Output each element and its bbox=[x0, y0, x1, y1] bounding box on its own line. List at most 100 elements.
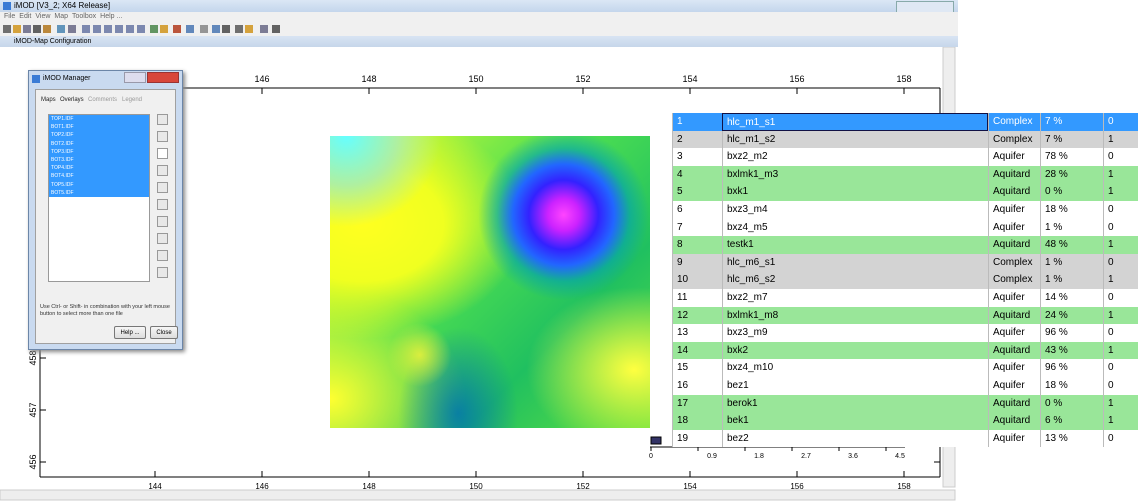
toolbar-button[interactable] bbox=[93, 25, 101, 33]
table-row[interactable]: 18 bek1 Aquitard 6 % 1 bbox=[672, 412, 1138, 430]
icon-button[interactable] bbox=[157, 182, 168, 193]
dialog-body: TOP1.IDF BOT1.IDF TOP2.IDF BOT2.IDF TOP3.IDF… bbox=[35, 89, 178, 344]
toolbar-button[interactable] bbox=[186, 25, 194, 33]
x-axis-label: 158 bbox=[896, 74, 911, 84]
table-cell: Aquitard bbox=[988, 306, 1040, 325]
table-cell: Aquifer bbox=[988, 148, 1040, 166]
toolbar-button[interactable] bbox=[126, 25, 134, 33]
table-cell: Aquifer bbox=[988, 359, 1040, 377]
toolbar-button[interactable] bbox=[137, 25, 145, 33]
menu-item[interactable]: Map bbox=[54, 13, 69, 20]
toolbar-button[interactable] bbox=[104, 25, 112, 33]
icon-button[interactable] bbox=[157, 216, 168, 227]
menu-item[interactable]: View bbox=[35, 13, 51, 20]
tab[interactable]: Maps bbox=[41, 97, 56, 103]
menu-item[interactable]: Edit bbox=[19, 13, 32, 20]
table-row[interactable]: 8 testk1 Aquitard 48 % 1 bbox=[672, 236, 1138, 254]
file-item[interactable]: TOP1.IDF bbox=[49, 115, 149, 124]
toolbar-button[interactable] bbox=[222, 25, 230, 33]
toolbar-button[interactable] bbox=[173, 25, 181, 33]
horizontal-scrollbar[interactable] bbox=[0, 489, 956, 501]
file-item[interactable]: TOP4.IDF bbox=[49, 164, 149, 173]
table-row[interactable]: 13 bxz3_m9 Aquifer 96 % 0 bbox=[672, 324, 1138, 342]
menu-bar: File Edit View Map Toolbox Help ... bbox=[0, 12, 958, 22]
table-row[interactable]: 2 hlc_m1_s2 Complex 7 % 1 bbox=[672, 130, 1138, 149]
toolbar-button[interactable] bbox=[57, 25, 65, 33]
table-row[interactable]: 3 bxz2_m2 Aquifer 78 % 0 bbox=[672, 148, 1138, 166]
file-item[interactable]: BOT1.IDF bbox=[49, 123, 149, 132]
icon-button[interactable] bbox=[157, 148, 168, 159]
manager-dialog: iMOD Manager TOP1.IDF BOT1.IDF TOP2.IDF BOT… bbox=[28, 70, 183, 350]
table-row[interactable]: 14 bxk2 Aquitard 43 % 1 bbox=[672, 341, 1138, 360]
icon-button[interactable] bbox=[157, 199, 168, 210]
icon-button[interactable] bbox=[157, 267, 168, 278]
menu-item[interactable]: Toolbox bbox=[72, 13, 97, 20]
icon-button[interactable] bbox=[157, 131, 168, 142]
table-row[interactable]: 12 bxlmk1_m8 Aquitard 24 % 1 bbox=[672, 306, 1138, 325]
table-row[interactable]: 7 bxz4_m5 Aquifer 1 % 0 bbox=[672, 218, 1138, 237]
file-item[interactable]: TOP2.IDF bbox=[49, 131, 149, 140]
table-row[interactable]: 19 bez2 Aquifer 13 % 0 bbox=[672, 429, 1138, 448]
dialog-button[interactable]: Help ... bbox=[114, 326, 146, 339]
table-cell: 16 bbox=[672, 377, 722, 395]
table-row[interactable]: 6 bxz3_m4 Aquifer 18 % 0 bbox=[672, 201, 1138, 219]
toolbar-button[interactable] bbox=[43, 25, 51, 33]
table-row[interactable]: 5 bxk1 Aquitard 0 % 1 bbox=[672, 183, 1138, 201]
y-axis-label: 456 bbox=[28, 454, 38, 469]
tab[interactable]: Legend bbox=[122, 97, 143, 103]
table-cell: 0 bbox=[1103, 148, 1138, 166]
table-cell: Complex bbox=[988, 253, 1040, 272]
map-window-title-bar: iMOD-Map Configuration bbox=[0, 36, 958, 47]
toolbar-button[interactable] bbox=[200, 25, 208, 33]
file-item[interactable]: BOT3.IDF bbox=[49, 156, 149, 165]
file-item[interactable]: BOT2.IDF bbox=[49, 139, 149, 148]
toolbar-button[interactable] bbox=[13, 25, 21, 33]
toolbar-button[interactable] bbox=[115, 25, 123, 33]
toolbar-button[interactable] bbox=[160, 25, 168, 33]
file-list[interactable]: TOP1.IDF BOT1.IDF TOP2.IDF BOT2.IDF TOP3.IDF… bbox=[48, 114, 150, 282]
table-row[interactable]: 15 bxz4_m10 Aquifer 96 % 0 bbox=[672, 359, 1138, 377]
close-button[interactable] bbox=[147, 72, 179, 83]
menu-item[interactable]: File bbox=[4, 13, 16, 20]
icon-button[interactable] bbox=[157, 250, 168, 261]
legend-label: 2.7 bbox=[801, 453, 811, 460]
file-item[interactable]: BOT5.IDF bbox=[49, 188, 149, 197]
table-row[interactable]: 4 bxlmk1_m3 Aquitard 28 % 1 bbox=[672, 165, 1138, 184]
legend-icon[interactable] bbox=[650, 436, 662, 445]
table-row[interactable]: 10 hlc_m6_s2 Complex 1 % 1 bbox=[672, 271, 1138, 289]
icon-button[interactable] bbox=[157, 233, 168, 244]
file-item[interactable]: TOP5.IDF bbox=[49, 180, 149, 189]
table-cell: bxk2 bbox=[722, 341, 988, 360]
menu-item[interactable]: Help ... bbox=[100, 13, 123, 20]
icon-button[interactable] bbox=[157, 114, 168, 125]
table-cell: 1 bbox=[1103, 306, 1138, 325]
toolbar-button[interactable] bbox=[3, 25, 11, 33]
table-row[interactable]: 11 bxz2_m7 Aquifer 14 % 0 bbox=[672, 289, 1138, 307]
tab[interactable]: Comments bbox=[88, 97, 118, 103]
table-row[interactable]: 16 bez1 Aquifer 18 % 0 bbox=[672, 377, 1138, 395]
dialog-button[interactable]: Close bbox=[150, 326, 178, 339]
toolbar-button[interactable] bbox=[245, 25, 253, 33]
tab[interactable]: Overlays bbox=[60, 97, 84, 103]
minimize-maximize[interactable] bbox=[124, 72, 146, 83]
toolbar-button[interactable] bbox=[235, 25, 243, 33]
toolbar-button[interactable] bbox=[68, 25, 76, 33]
x-axis-label: 154 bbox=[682, 74, 697, 84]
toolbar-button[interactable] bbox=[272, 25, 280, 33]
toolbar-button[interactable] bbox=[23, 25, 31, 33]
legend-label: 1.8 bbox=[754, 453, 764, 460]
toolbar-button[interactable] bbox=[82, 25, 90, 33]
table-row[interactable]: 1 hlc_m1_s1 Complex 7 % 0 bbox=[672, 113, 1138, 131]
table-cell: hlc_m1_s2 bbox=[722, 130, 988, 149]
y-axis-label: 457 bbox=[28, 402, 38, 417]
toolbar-button[interactable] bbox=[260, 25, 268, 33]
file-item[interactable]: TOP3.IDF bbox=[49, 147, 149, 156]
file-item[interactable]: BOT4.IDF bbox=[49, 172, 149, 181]
table-row[interactable]: 9 hlc_m6_s1 Complex 1 % 0 bbox=[672, 253, 1138, 272]
toolbar-button[interactable] bbox=[150, 25, 158, 33]
toolbar-button[interactable] bbox=[33, 25, 41, 33]
icon-button[interactable] bbox=[157, 165, 168, 176]
toolbar-button[interactable] bbox=[212, 25, 220, 33]
x-axis-label: 152 bbox=[576, 482, 590, 491]
table-row[interactable]: 17 berok1 Aquitard 0 % 1 bbox=[672, 394, 1138, 413]
